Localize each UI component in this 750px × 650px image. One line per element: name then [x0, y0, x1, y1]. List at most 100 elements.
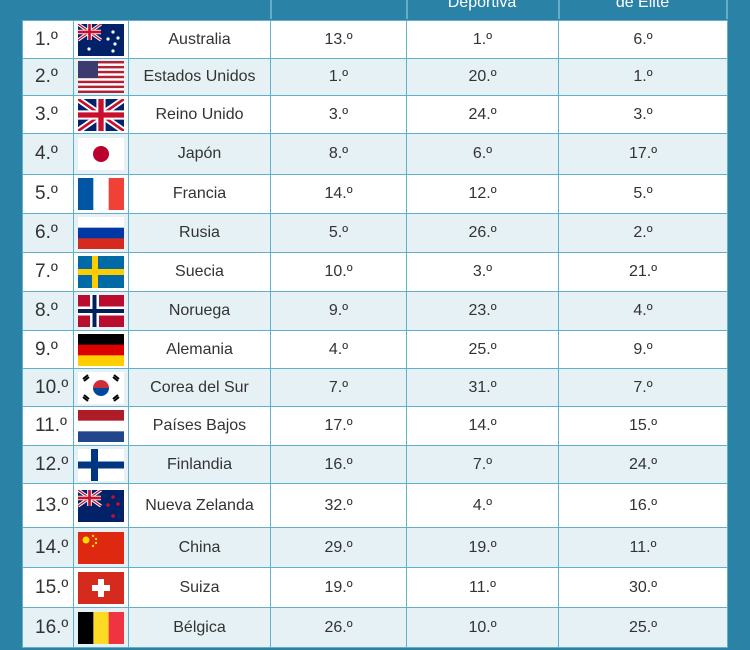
flag: [78, 295, 124, 327]
rank-value-cell: 9.º: [270, 291, 407, 331]
flag: [78, 23, 124, 56]
rank-cell: 8.º: [22, 291, 74, 331]
flag-cell: [73, 174, 129, 214]
country-cell: Noruega: [128, 291, 271, 331]
column-header-text: de Élite: [615, 0, 670, 11]
rank-value-cell: 21.º: [558, 252, 728, 292]
flag-cell: [73, 95, 129, 134]
flag-cell: [73, 527, 129, 568]
rank-value-cell: 15.º: [558, 406, 728, 446]
country-cell: Rusia: [128, 213, 271, 253]
rank-value-cell: 12.º: [406, 174, 559, 214]
rank-cell: 4.º: [22, 133, 74, 175]
flag: [78, 138, 124, 170]
country-cell: Australia: [128, 20, 271, 59]
flag: [78, 371, 124, 404]
rank-value-cell: 24.º: [406, 95, 559, 134]
flag-cell: [73, 330, 129, 369]
flag: [78, 571, 124, 604]
rank-cell: 5.º: [22, 174, 74, 214]
country-cell: Japón: [128, 133, 271, 175]
flag-cell: [73, 133, 129, 175]
rank-cell: 14.º: [22, 527, 74, 568]
country-cell: Alemania: [128, 330, 271, 369]
header-divider: [406, 0, 408, 19]
rank-value-cell: 4.º: [270, 330, 407, 369]
flag: [78, 531, 124, 564]
flag: [78, 410, 124, 442]
flag: [78, 611, 124, 644]
column-header: Deportiva: [406, 0, 558, 19]
rank-value-cell: 9.º: [558, 330, 728, 369]
rank-value-cell: 3.º: [558, 95, 728, 134]
rank-value-cell: 25.º: [558, 607, 728, 648]
rank-value-cell: 29.º: [270, 527, 407, 568]
country-cell: Estados Unidos: [128, 58, 271, 96]
country-cell: Nueva Zelanda: [128, 483, 271, 528]
rank-value-cell: 5.º: [558, 174, 728, 214]
rank-value-cell: 19.º: [406, 527, 559, 568]
rank-value-cell: 3.º: [270, 95, 407, 134]
rank-value-cell: 31.º: [406, 368, 559, 407]
flag-cell: [73, 252, 129, 292]
country-cell: Finlandia: [128, 445, 271, 484]
rank-value-cell: 3.º: [406, 252, 559, 292]
rank-value-cell: 13.º: [270, 20, 407, 59]
flag-cell: [73, 445, 129, 484]
flag: [78, 489, 124, 522]
country-cell: Suiza: [128, 567, 271, 608]
header-divider: [558, 0, 560, 19]
rank-value-cell: 32.º: [270, 483, 407, 528]
flag: [78, 448, 124, 481]
rank-value-cell: 6.º: [406, 133, 559, 175]
rank-cell: 3.º: [22, 95, 74, 134]
column-header-text: Deportiva: [447, 0, 517, 11]
rank-cell: 12.º: [22, 445, 74, 484]
rank-value-cell: 8.º: [270, 133, 407, 175]
rank-value-cell: 14.º: [406, 406, 559, 446]
country-cell: Francia: [128, 174, 271, 214]
flag-cell: [73, 20, 129, 59]
flag-cell: [73, 406, 129, 446]
rank-value-cell: 6.º: [558, 20, 728, 59]
rank-value-cell: 20.º: [406, 58, 559, 96]
flag: [78, 61, 124, 93]
rank-cell: 1.º: [22, 20, 74, 59]
rank-value-cell: 17.º: [558, 133, 728, 175]
flag-cell: [73, 368, 129, 407]
flag-cell: [73, 607, 129, 648]
rank-value-cell: 1.º: [406, 20, 559, 59]
rank-value-cell: 4.º: [558, 291, 728, 331]
country-cell: China: [128, 527, 271, 568]
rank-value-cell: 25.º: [406, 330, 559, 369]
country-cell: Reino Unido: [128, 95, 271, 134]
header-divider: [726, 0, 728, 19]
header-divider: [270, 0, 272, 19]
rank-value-cell: 19.º: [270, 567, 407, 608]
country-cell: Suecia: [128, 252, 271, 292]
rank-value-cell: 24.º: [558, 445, 728, 484]
rank-cell: 16.º: [22, 607, 74, 648]
flag: [78, 333, 124, 366]
rank-value-cell: 7.º: [406, 445, 559, 484]
flag-cell: [73, 213, 129, 253]
rank-value-cell: 1.º: [270, 58, 407, 96]
flag: [78, 217, 124, 249]
rank-value-cell: 10.º: [270, 252, 407, 292]
flag-cell: [73, 291, 129, 331]
rank-value-cell: 16.º: [270, 445, 407, 484]
flag-cell: [73, 567, 129, 608]
rank-cell: 9.º: [22, 330, 74, 369]
column-header: de Élite: [558, 0, 727, 19]
rank-value-cell: 16.º: [558, 483, 728, 528]
rank-cell: 10.º: [22, 368, 74, 407]
rank-value-cell: 7.º: [558, 368, 728, 407]
rank-value-cell: 10.º: [406, 607, 559, 648]
rank-value-cell: 7.º: [270, 368, 407, 407]
rank-value-cell: 11.º: [558, 527, 728, 568]
rank-value-cell: 5.º: [270, 213, 407, 253]
flag: [78, 98, 124, 131]
flag-cell: [73, 58, 129, 96]
rank-value-cell: 11.º: [406, 567, 559, 608]
